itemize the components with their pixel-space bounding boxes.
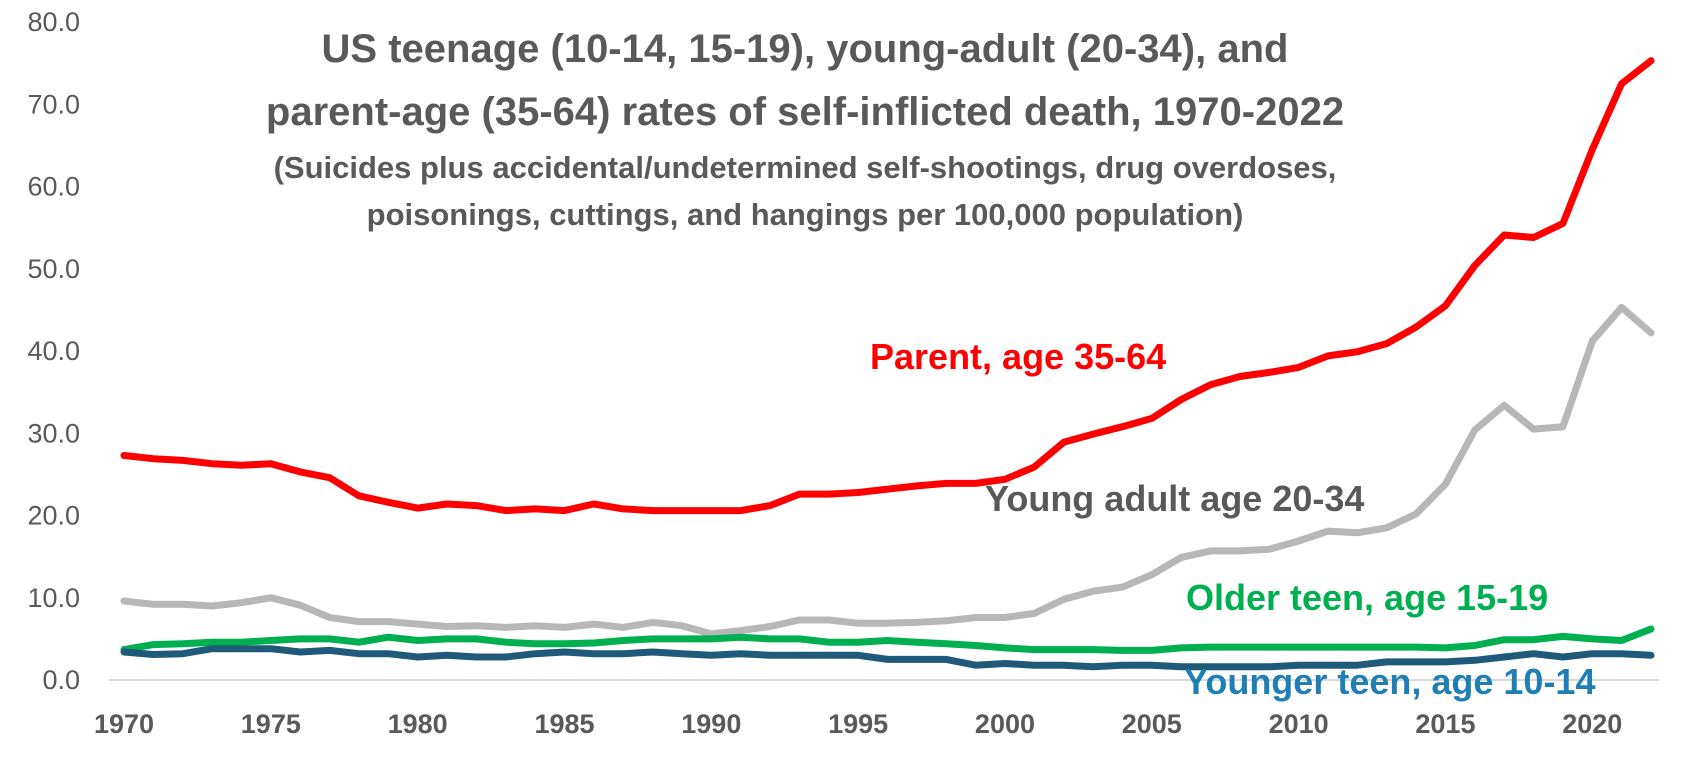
y-tick-label: 40.0 xyxy=(27,336,80,366)
y-tick-label: 50.0 xyxy=(27,254,80,284)
series-label-3: Younger teen, age 10-14 xyxy=(1184,661,1595,702)
chart-title-line-2: parent-age (35-64) rates of self-inflict… xyxy=(266,90,1344,134)
y-tick-label: 80.0 xyxy=(27,7,80,37)
series-labels: Parent, age 35-64 Young adult age 20-34 Ol… xyxy=(870,336,1595,702)
y-tick-label: 70.0 xyxy=(27,89,80,119)
x-tick-label: 2000 xyxy=(975,709,1035,739)
series-line-2 xyxy=(120,625,1655,654)
x-tick-label: 2010 xyxy=(1269,709,1329,739)
y-tick-label: 0.0 xyxy=(42,665,80,695)
y-tick-label: 60.0 xyxy=(27,172,80,202)
series-label-2: Older teen, age 15-19 xyxy=(1186,577,1548,618)
chart-subtitle-line-2: poisonings, cuttings, and hangings per 1… xyxy=(367,197,1244,232)
y-tick-label: 20.0 xyxy=(27,501,80,531)
x-tick-label: 1985 xyxy=(534,709,594,739)
y-axis-tick-labels: 0.0 10.0 20.0 30.0 40.0 50.0 60.0 70.0 80.0 xyxy=(27,7,80,695)
x-axis-tick-labels: 1970 1975 1980 1985 1990 1995 2000 2005 2010 2015… xyxy=(94,709,1622,739)
series-line-1 xyxy=(120,303,1655,638)
x-tick-label: 1990 xyxy=(681,709,741,739)
x-tick-label: 2005 xyxy=(1122,709,1182,739)
series-line-0 xyxy=(120,57,1655,515)
y-tick-label: 30.0 xyxy=(27,418,80,448)
x-tick-label: 2015 xyxy=(1415,709,1475,739)
series-label-0: Parent, age 35-64 xyxy=(870,336,1166,377)
series-lines xyxy=(120,57,1655,671)
chart-subtitle-line-1: (Suicides plus accidental/undetermined s… xyxy=(274,150,1337,185)
x-tick-label: 2020 xyxy=(1562,709,1622,739)
series-label-1: Young adult age 20-34 xyxy=(985,478,1364,519)
y-tick-label: 10.0 xyxy=(27,583,80,613)
x-tick-label: 1970 xyxy=(94,709,154,739)
x-tick-label: 1980 xyxy=(388,709,448,739)
chart-title-line-1: US teenage (10-14, 15-19), young-adult (… xyxy=(322,27,1289,71)
x-tick-label: 1995 xyxy=(828,709,888,739)
series-line-3 xyxy=(120,645,1655,671)
x-tick-label: 1975 xyxy=(241,709,301,739)
